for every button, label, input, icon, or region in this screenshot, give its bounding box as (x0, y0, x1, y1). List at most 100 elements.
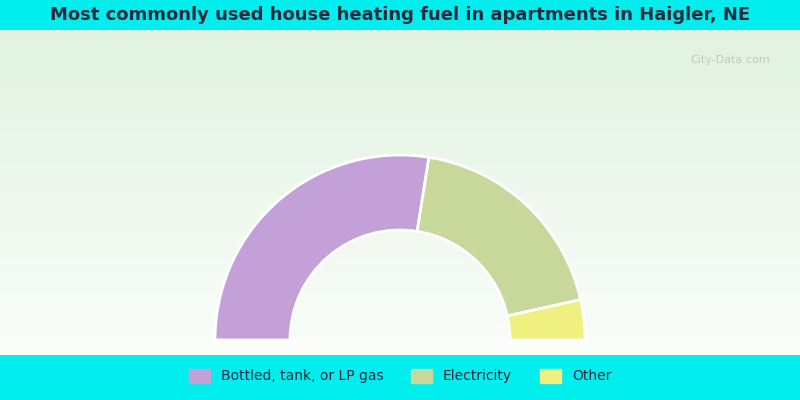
Bar (0, 246, 800, 248)
Bar (0, 58, 800, 59)
Bar (0, 194, 800, 196)
Bar (0, 259, 800, 261)
Bar (0, 32, 800, 33)
Bar (0, 296, 800, 298)
Bar (0, 54, 800, 56)
Bar (0, 71, 800, 72)
Bar (0, 106, 800, 108)
Bar (0, 48, 800, 50)
Bar (0, 170, 800, 171)
Bar (0, 269, 800, 270)
Bar (0, 240, 800, 241)
Bar (0, 80, 800, 82)
Bar (0, 152, 800, 154)
Bar (0, 353, 800, 355)
Bar (0, 279, 800, 280)
Bar (0, 53, 800, 54)
Bar (0, 209, 800, 210)
Bar (0, 45, 800, 46)
Bar (0, 272, 800, 274)
Bar (0, 38, 800, 40)
Bar (0, 183, 800, 184)
Bar (0, 326, 800, 327)
Bar (0, 316, 800, 318)
Bar (0, 64, 800, 66)
Bar (0, 201, 800, 202)
Bar (0, 62, 800, 64)
Bar (0, 280, 800, 282)
Bar (0, 254, 800, 256)
Bar (0, 119, 800, 121)
Bar (0, 217, 800, 218)
Bar (0, 288, 800, 290)
Bar (0, 355, 800, 400)
Bar (0, 110, 800, 111)
Bar (0, 77, 800, 79)
Bar (0, 165, 800, 166)
Bar (0, 43, 800, 45)
Bar (0, 139, 800, 140)
Bar (0, 116, 800, 118)
Bar (0, 202, 800, 204)
Bar (0, 258, 800, 259)
Bar (0, 180, 800, 181)
Bar (0, 147, 800, 149)
Bar (0, 262, 800, 264)
Bar (0, 175, 800, 176)
Bar (0, 126, 800, 128)
Bar (0, 305, 800, 306)
Bar (0, 222, 800, 223)
Bar (0, 287, 800, 288)
Bar (0, 90, 800, 92)
Bar (0, 232, 800, 233)
Bar (0, 285, 800, 287)
Bar (0, 184, 800, 186)
Bar (0, 0, 800, 30)
Bar (0, 215, 800, 217)
Bar (0, 74, 800, 76)
Bar (0, 189, 800, 191)
Bar (0, 61, 800, 62)
Bar (0, 336, 800, 337)
Bar (0, 136, 800, 137)
Bar (0, 59, 800, 61)
Bar (0, 244, 800, 246)
Bar (0, 66, 800, 67)
Bar (0, 345, 800, 347)
Bar (0, 134, 800, 136)
Bar (0, 275, 800, 277)
Bar (0, 329, 800, 331)
Bar (0, 166, 800, 168)
Bar (0, 251, 800, 253)
Bar (0, 223, 800, 225)
Bar (0, 128, 800, 129)
Bar (0, 129, 800, 131)
Bar (0, 137, 800, 139)
Bar (0, 310, 800, 311)
Bar (0, 321, 800, 322)
Bar (0, 158, 800, 160)
Bar (0, 100, 800, 102)
Bar (0, 85, 800, 87)
Bar (0, 212, 800, 214)
Bar (0, 301, 800, 303)
Bar (0, 225, 800, 227)
Bar (0, 327, 800, 329)
Bar (0, 76, 800, 77)
Bar (0, 340, 800, 342)
Bar (0, 204, 800, 206)
Bar (0, 270, 800, 272)
Bar (0, 248, 800, 249)
Bar (0, 261, 800, 262)
Bar (0, 162, 800, 163)
Bar (0, 88, 800, 90)
Bar (0, 82, 800, 84)
Bar (0, 220, 800, 222)
Bar (0, 173, 800, 175)
Bar (0, 332, 800, 334)
Bar (0, 293, 800, 295)
Wedge shape (215, 155, 429, 340)
Bar (0, 318, 800, 319)
Bar (0, 347, 800, 348)
Bar (0, 56, 800, 58)
